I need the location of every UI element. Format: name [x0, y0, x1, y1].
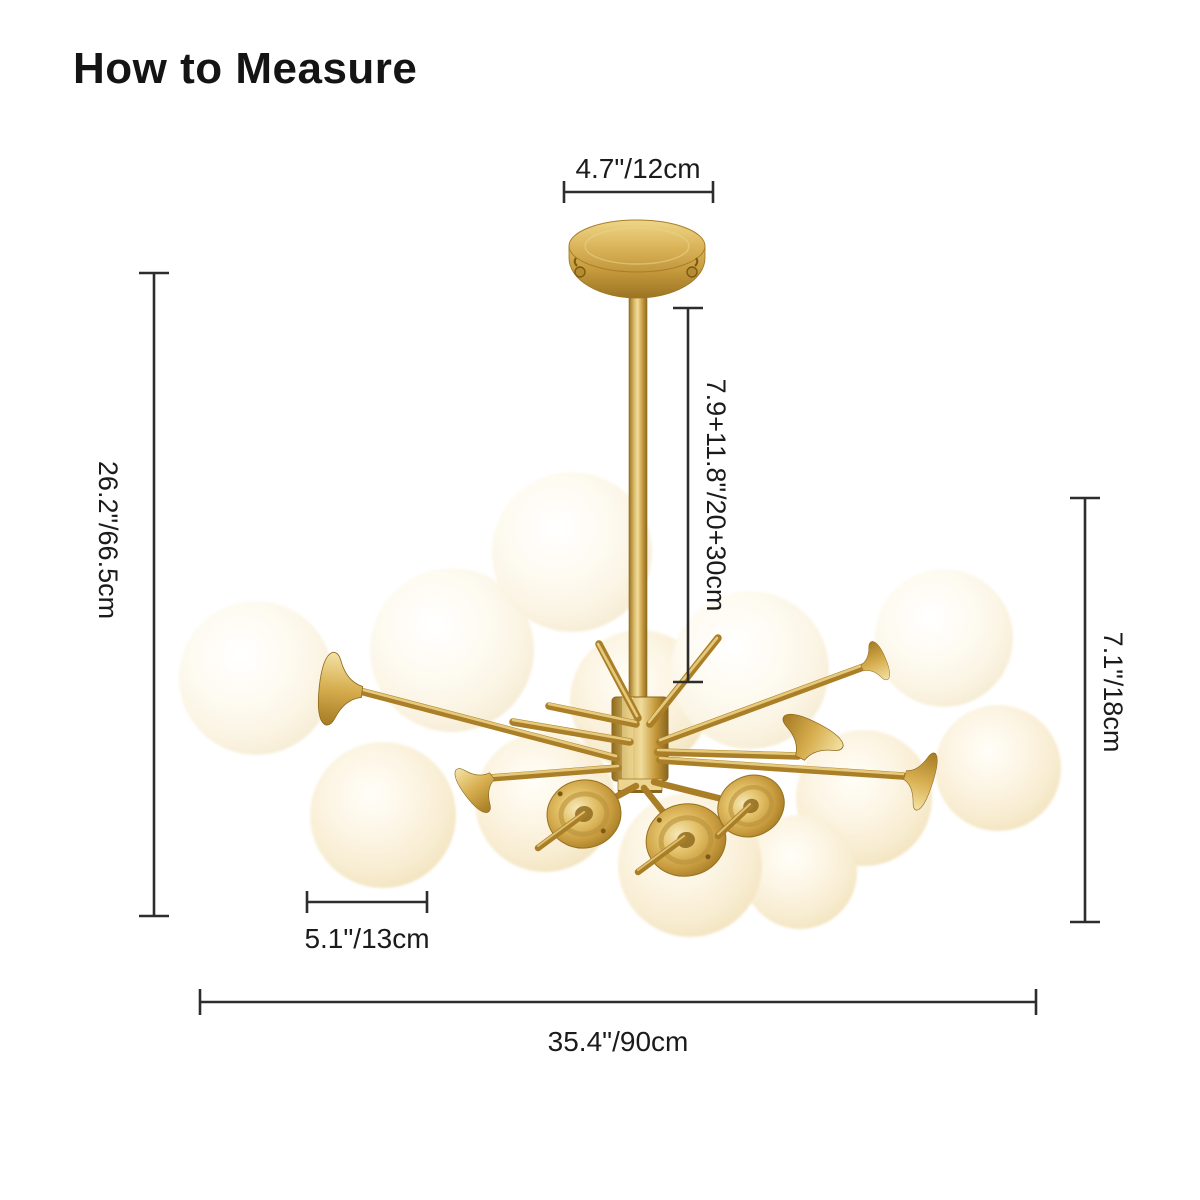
dimension-annotations: 4.7"/12cm 7.9+11.8"/20+30cm 26.2"/66.5cm…: [93, 153, 1128, 1057]
dim-drop-rod: 7.9+11.8"/20+30cm: [673, 306, 731, 684]
globe: [310, 742, 456, 888]
dim-overall-height-label: 26.2"/66.5cm: [93, 461, 123, 619]
page-title: How to Measure: [73, 44, 418, 93]
dim-fixture-height-label: 7.1"/18cm: [1098, 632, 1128, 753]
canopy-screw: [686, 257, 699, 278]
globe: [370, 568, 534, 732]
dim-canopy-width-label: 4.7"/12cm: [575, 153, 700, 184]
dim-globe-diameter: 5.1"/13cm: [304, 891, 430, 954]
dim-canopy-width: 4.7"/12cm: [562, 153, 715, 203]
globe: [671, 591, 829, 749]
globe: [935, 705, 1061, 831]
globe: [492, 472, 652, 632]
drop-rod: [628, 237, 648, 709]
disc-sockets: [534, 774, 785, 877]
dim-fixture-height: 7.1"/18cm: [1070, 496, 1128, 924]
dim-overall-height: 26.2"/66.5cm: [93, 271, 169, 918]
dim-globe-diameter-label: 5.1"/13cm: [304, 923, 429, 954]
dim-drop-rod-label: 7.9+11.8"/20+30cm: [701, 379, 731, 612]
globe: [179, 601, 333, 755]
ceiling-canopy: [568, 219, 706, 299]
globe: [743, 815, 857, 929]
canopy-screw: [573, 257, 586, 278]
dim-overall-width-label: 35.4"/90cm: [548, 1026, 689, 1057]
dim-overall-width: 35.4"/90cm: [198, 989, 1038, 1057]
globe: [875, 569, 1013, 707]
